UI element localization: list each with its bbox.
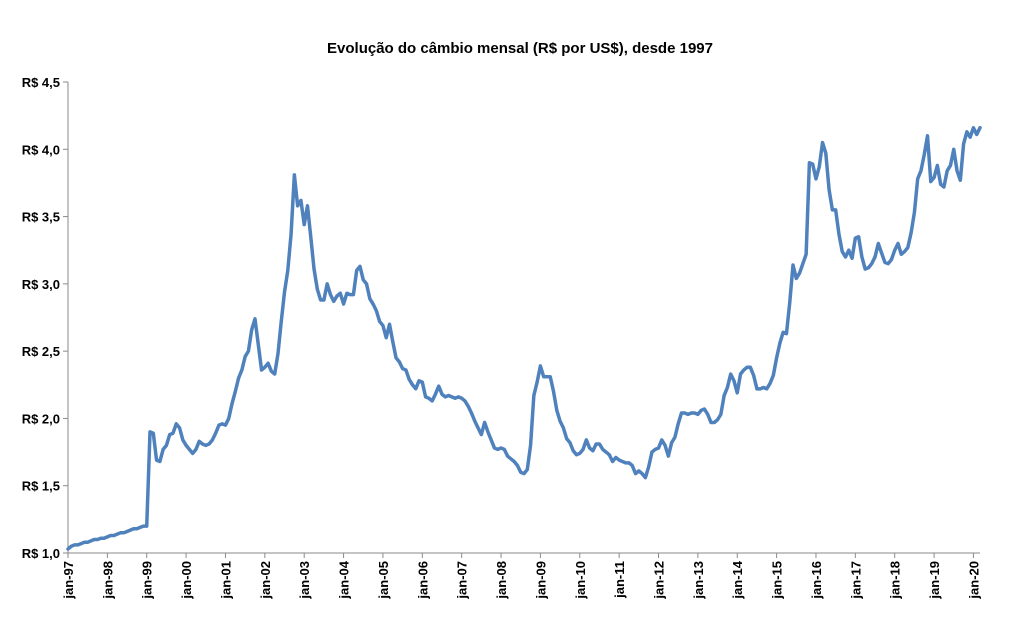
x-tick-label: jan-09 bbox=[533, 561, 548, 600]
x-tick-label: jan-04 bbox=[337, 560, 352, 599]
x-tick-label: jan-08 bbox=[494, 561, 509, 600]
x-tick-label: jan-97 bbox=[61, 561, 76, 600]
y-tick-label: R$ 1,5 bbox=[22, 479, 60, 494]
y-tick-label: R$ 4,0 bbox=[22, 142, 60, 157]
chart-title: Evolução do câmbio mensal (R$ por US$), … bbox=[327, 40, 713, 57]
y-tick-label: R$ 3,5 bbox=[22, 210, 60, 225]
y-tick-label: R$ 3,0 bbox=[22, 277, 60, 292]
x-tick-label: jan-18 bbox=[888, 561, 903, 600]
x-tick-label: jan-11 bbox=[612, 561, 627, 599]
x-tick-label: jan-02 bbox=[258, 561, 273, 600]
x-tick-label: jan-07 bbox=[455, 561, 470, 600]
x-tick-label: jan-99 bbox=[140, 561, 155, 600]
y-tick-label: R$ 1,0 bbox=[22, 546, 60, 561]
series-line-exchange-rate bbox=[66, 126, 982, 551]
x-tick-label: jan-13 bbox=[691, 561, 706, 600]
x-tick-label: jan-20 bbox=[966, 561, 981, 600]
x-tick-label: jan-16 bbox=[809, 561, 824, 600]
x-tick-label: jan-15 bbox=[770, 561, 785, 600]
x-tick-label: jan-19 bbox=[927, 561, 942, 600]
x-tick-label: jan-05 bbox=[376, 561, 391, 600]
x-tick-label: jan-17 bbox=[848, 561, 863, 600]
x-tick-label: jan-10 bbox=[573, 561, 588, 600]
x-tick-label: jan-01 bbox=[218, 561, 233, 600]
x-tick-label: jan-12 bbox=[652, 561, 667, 600]
x-tick-label: jan-14 bbox=[730, 560, 745, 599]
x-tick-label: jan-98 bbox=[100, 561, 115, 600]
x-tick-label: jan-03 bbox=[297, 561, 312, 600]
x-tick-label: jan-00 bbox=[179, 561, 194, 600]
plot-area bbox=[66, 126, 982, 551]
y-tick-label: R$ 2,5 bbox=[22, 344, 60, 359]
x-axis: jan-97 jan-98 jan-99 jan-00 jan-01 jan-02 jan-… bbox=[61, 552, 981, 600]
y-tick-label: R$ 2,0 bbox=[22, 411, 60, 426]
y-axis: R$ 1,0 R$ 1,5 R$ 2,0 R$ 2,5 R$ 3,0 R$ 3,5 R$ 4… bbox=[22, 75, 69, 561]
y-tick-label: R$ 4,5 bbox=[22, 75, 60, 90]
x-tick-label: jan-06 bbox=[415, 561, 430, 600]
